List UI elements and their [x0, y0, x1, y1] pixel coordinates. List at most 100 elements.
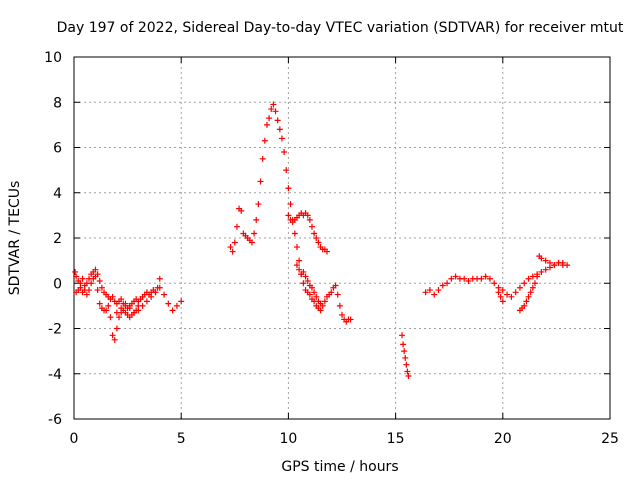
- x-tick-label: 5: [177, 431, 186, 447]
- y-tick-label: -4: [48, 367, 62, 383]
- data-point: [308, 223, 315, 230]
- data-point: [291, 230, 298, 237]
- data-point: [86, 287, 93, 294]
- data-point: [122, 300, 129, 307]
- data-point: [253, 216, 260, 223]
- data-point: [497, 293, 504, 300]
- data-point: [308, 284, 315, 291]
- data-point: [96, 300, 103, 307]
- data-point: [270, 101, 277, 108]
- data-point: [231, 239, 238, 246]
- data-point: [300, 280, 307, 287]
- series-seg4: [227, 101, 354, 325]
- data-point: [315, 239, 322, 246]
- data-point: [118, 305, 125, 312]
- data-point: [332, 282, 339, 289]
- x-tick-label: 0: [70, 431, 79, 447]
- data-point: [77, 284, 84, 291]
- data-point: [313, 235, 320, 241]
- y-tick-label: -2: [48, 322, 62, 338]
- data-point: [339, 311, 345, 318]
- data-point: [131, 309, 138, 316]
- data-point: [156, 275, 163, 282]
- data-point: [516, 284, 523, 291]
- data-point: [156, 284, 163, 291]
- data-point: [499, 287, 506, 294]
- data-point: [546, 259, 553, 266]
- data-point: [135, 307, 142, 314]
- data-point: [399, 332, 406, 339]
- data-point: [521, 280, 528, 287]
- y-tick-label: -6: [48, 412, 62, 428]
- y-tick-label: 10: [44, 50, 62, 66]
- data-point: [527, 289, 534, 296]
- data-point: [229, 248, 236, 255]
- data-point: [538, 255, 545, 262]
- data-point: [311, 230, 318, 237]
- data-point: [88, 280, 95, 287]
- data-point: [73, 273, 80, 280]
- data-point: [152, 289, 159, 296]
- data-point: [317, 300, 324, 307]
- data-point: [248, 239, 255, 246]
- data-point: [529, 284, 536, 291]
- data-point: [96, 277, 103, 284]
- data-point: [499, 298, 506, 305]
- data-point: [465, 277, 472, 284]
- series-seg9: [495, 253, 571, 314]
- x-axis-ticks: 0 5 10 15 20 25: [70, 57, 619, 447]
- chart-title: Day 197 of 2022, Sidereal Day-to-day VTE…: [57, 20, 624, 36]
- data-point: [405, 373, 412, 380]
- data-point: [263, 121, 270, 128]
- data-point: [111, 336, 118, 343]
- series-seg8: [422, 259, 566, 300]
- data-point: [148, 293, 155, 300]
- data-point: [334, 291, 341, 298]
- data-point: [268, 106, 275, 113]
- data-point: [98, 284, 105, 291]
- data-point: [296, 257, 303, 264]
- data-point: [300, 268, 307, 275]
- data-point: [347, 316, 354, 323]
- data-point: [107, 314, 114, 321]
- data-point: [83, 291, 90, 298]
- data-point: [103, 307, 110, 314]
- data-point: [323, 248, 330, 255]
- data-point: [564, 262, 571, 269]
- data-point: [523, 298, 530, 305]
- data-point: [109, 332, 116, 339]
- data-point: [302, 273, 309, 280]
- data-point: [304, 277, 311, 284]
- data-point: [435, 287, 442, 294]
- data-point: [404, 368, 411, 375]
- series-seg1: [72, 266, 163, 312]
- data-point: [521, 302, 528, 309]
- y-tick-label: 8: [53, 95, 62, 111]
- data-point: [482, 273, 489, 280]
- data-point: [512, 289, 519, 296]
- data-point: [534, 273, 541, 280]
- y-axis-ticks: -6 -4 -2 0 2 4 6 8 10: [44, 50, 610, 428]
- data-point: [126, 305, 133, 312]
- series-seg7: [399, 332, 412, 380]
- data-point: [272, 108, 279, 115]
- data-point: [452, 273, 459, 280]
- data-point: [113, 325, 120, 332]
- data-point: [238, 207, 245, 214]
- data-point: [92, 273, 99, 280]
- y-tick-label: 6: [53, 141, 62, 157]
- data-point: [285, 185, 292, 192]
- data-point: [233, 223, 240, 230]
- data-point: [336, 302, 343, 309]
- y-tick-label: 4: [53, 186, 62, 202]
- grid-lines: [74, 57, 610, 419]
- data-point: [281, 149, 288, 156]
- data-point: [173, 302, 180, 309]
- data-point: [531, 280, 538, 287]
- data-point: [313, 293, 320, 300]
- data-point: [551, 262, 558, 269]
- x-tick-label: 15: [387, 431, 405, 447]
- data-point: [92, 266, 99, 273]
- data-point: [261, 137, 268, 144]
